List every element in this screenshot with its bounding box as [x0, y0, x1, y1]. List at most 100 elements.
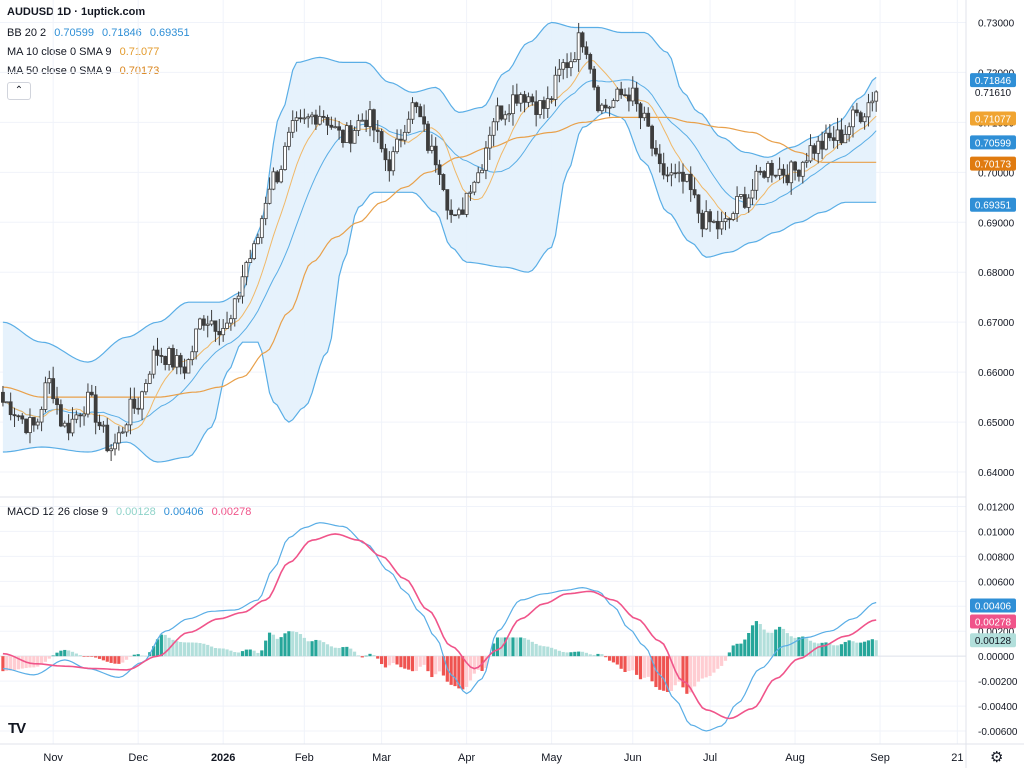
- ma50-legend[interactable]: MA 50 close 0 SMA 9 0.70173: [7, 64, 159, 78]
- candle-body-up: [808, 145, 813, 162]
- macd-histogram-bar: [372, 655, 376, 657]
- candle: [314, 109, 318, 130]
- candle: [248, 249, 253, 263]
- candle-body-down: [329, 124, 334, 128]
- candle: [503, 110, 508, 126]
- candle-body-up: [607, 106, 612, 109]
- candle: [669, 163, 674, 187]
- macd-histogram-bar: [619, 656, 623, 669]
- macd-histogram-bar: [820, 642, 824, 657]
- macd-histogram-bar: [650, 656, 654, 682]
- candle: [256, 233, 260, 245]
- macd-signal-value: 0.00278: [211, 506, 252, 518]
- macd-histogram-bar: [418, 656, 422, 667]
- macd-histogram-bar: [534, 643, 538, 657]
- macd-pane[interactable]: [0, 522, 966, 732]
- macd-axis[interactable]: 0.012000.010000.008000.006000.004000.002…: [970, 502, 1018, 738]
- macd-tag-hist-bg: [970, 633, 1016, 648]
- bb-lower-value: 0.69351: [149, 27, 190, 39]
- macd-histogram-bar: [97, 656, 102, 659]
- macd-tick-label: -0.00400: [978, 702, 1018, 713]
- bb-lower-line: [2, 111, 877, 463]
- macd-tag-macd: 0.00406: [970, 598, 1016, 613]
- candle-body-up: [124, 424, 129, 433]
- candle-body-down: [514, 94, 519, 104]
- candle-body-down: [58, 404, 63, 427]
- macd-histogram-bar: [615, 656, 619, 665]
- candle-body-up: [561, 62, 566, 70]
- candle-body-up: [862, 116, 867, 123]
- macd-histogram-bar: [781, 628, 786, 657]
- candle-body-down: [634, 87, 639, 105]
- candle-body-up: [283, 145, 287, 170]
- candle-body-up: [109, 448, 114, 452]
- price-axis[interactable]: 0.730000.720000.710000.700000.690000.680…: [970, 18, 1016, 479]
- macd-histogram-bar: [542, 646, 546, 657]
- candle: [426, 120, 430, 154]
- macd-legend-label: MACD 12 26 close 9: [7, 506, 108, 518]
- candle-body-down: [781, 168, 786, 176]
- price-tag-bb-bg: [970, 73, 1016, 88]
- macd-line-value: 0.00406: [163, 506, 204, 518]
- candle-body-down: [337, 126, 342, 131]
- candle-body-up: [256, 237, 260, 245]
- candle: [12, 407, 17, 427]
- candle-body-down: [773, 174, 778, 177]
- macd-tick-label: -0.00600: [978, 727, 1018, 738]
- candle: [344, 122, 349, 144]
- macd-histogram-bar: [793, 637, 797, 657]
- candle-body-down: [623, 94, 627, 97]
- candle: [186, 358, 191, 374]
- price-tag-bb-bg: [970, 197, 1016, 212]
- candle-body-up: [47, 378, 52, 384]
- macd-histogram-bar: [337, 647, 341, 657]
- macd-histogram-bar: [770, 632, 774, 657]
- gear-icon[interactable]: ⚙: [990, 749, 1004, 766]
- candle-body-down: [762, 171, 767, 178]
- candle: [47, 370, 52, 394]
- macd-histogram-bar: [569, 652, 573, 657]
- price-tick-label: 0.68000: [978, 268, 1015, 279]
- macd-legend[interactable]: MACD 12 26 close 9 0.00128 0.00406 0.002…: [7, 505, 251, 519]
- macd-histogram-bar: [739, 643, 743, 657]
- tradingview-logo-icon[interactable]: TV: [8, 720, 26, 737]
- candle: [781, 164, 786, 184]
- candle: [259, 215, 264, 244]
- candle-body-up: [310, 114, 314, 118]
- candle-body-down: [827, 132, 832, 139]
- bb-legend[interactable]: BB 20 2 0.70599 0.71846 0.69351: [7, 26, 190, 40]
- macd-histogram-bar: [600, 654, 604, 657]
- macd-histogram-bar: [522, 638, 527, 657]
- candle-body-up: [804, 160, 809, 163]
- macd-histogram-bar: [229, 650, 233, 657]
- candle: [538, 100, 542, 119]
- candle: [406, 111, 411, 134]
- candle: [113, 433, 117, 456]
- time-axis[interactable]: Nov Dec 2026 Feb Mar Apr May Jun Jul Aug Sep 21: [43, 752, 963, 764]
- macd-histogram-bar: [403, 656, 407, 669]
- macd-histogram-bar: [692, 656, 697, 687]
- macd-histogram-bar: [492, 643, 496, 657]
- candle: [611, 98, 616, 109]
- candle-body-down: [371, 109, 376, 131]
- candle-body-up: [545, 98, 550, 109]
- candle-body-down: [155, 349, 160, 356]
- macd-histogram-bar: [387, 656, 391, 666]
- macd-histogram-bar: [51, 655, 55, 657]
- candle: [387, 151, 392, 182]
- macd-histogram-bar: [252, 650, 256, 657]
- candle-body-down: [159, 355, 164, 357]
- price-pane[interactable]: [1, 21, 879, 463]
- candle-body-up: [128, 398, 133, 426]
- candle-body-down: [646, 112, 651, 127]
- candle: [8, 392, 13, 421]
- ma10-legend[interactable]: MA 10 close 0 SMA 9 0.71077: [7, 45, 159, 59]
- macd-histogram-bar: [546, 646, 550, 657]
- macd-histogram-bar: [291, 631, 295, 657]
- candle: [742, 186, 747, 209]
- candle: [240, 264, 245, 304]
- chevron-up-icon[interactable]: ⌃: [7, 82, 31, 100]
- candle: [279, 165, 284, 184]
- macd-histogram-bar: [430, 656, 434, 678]
